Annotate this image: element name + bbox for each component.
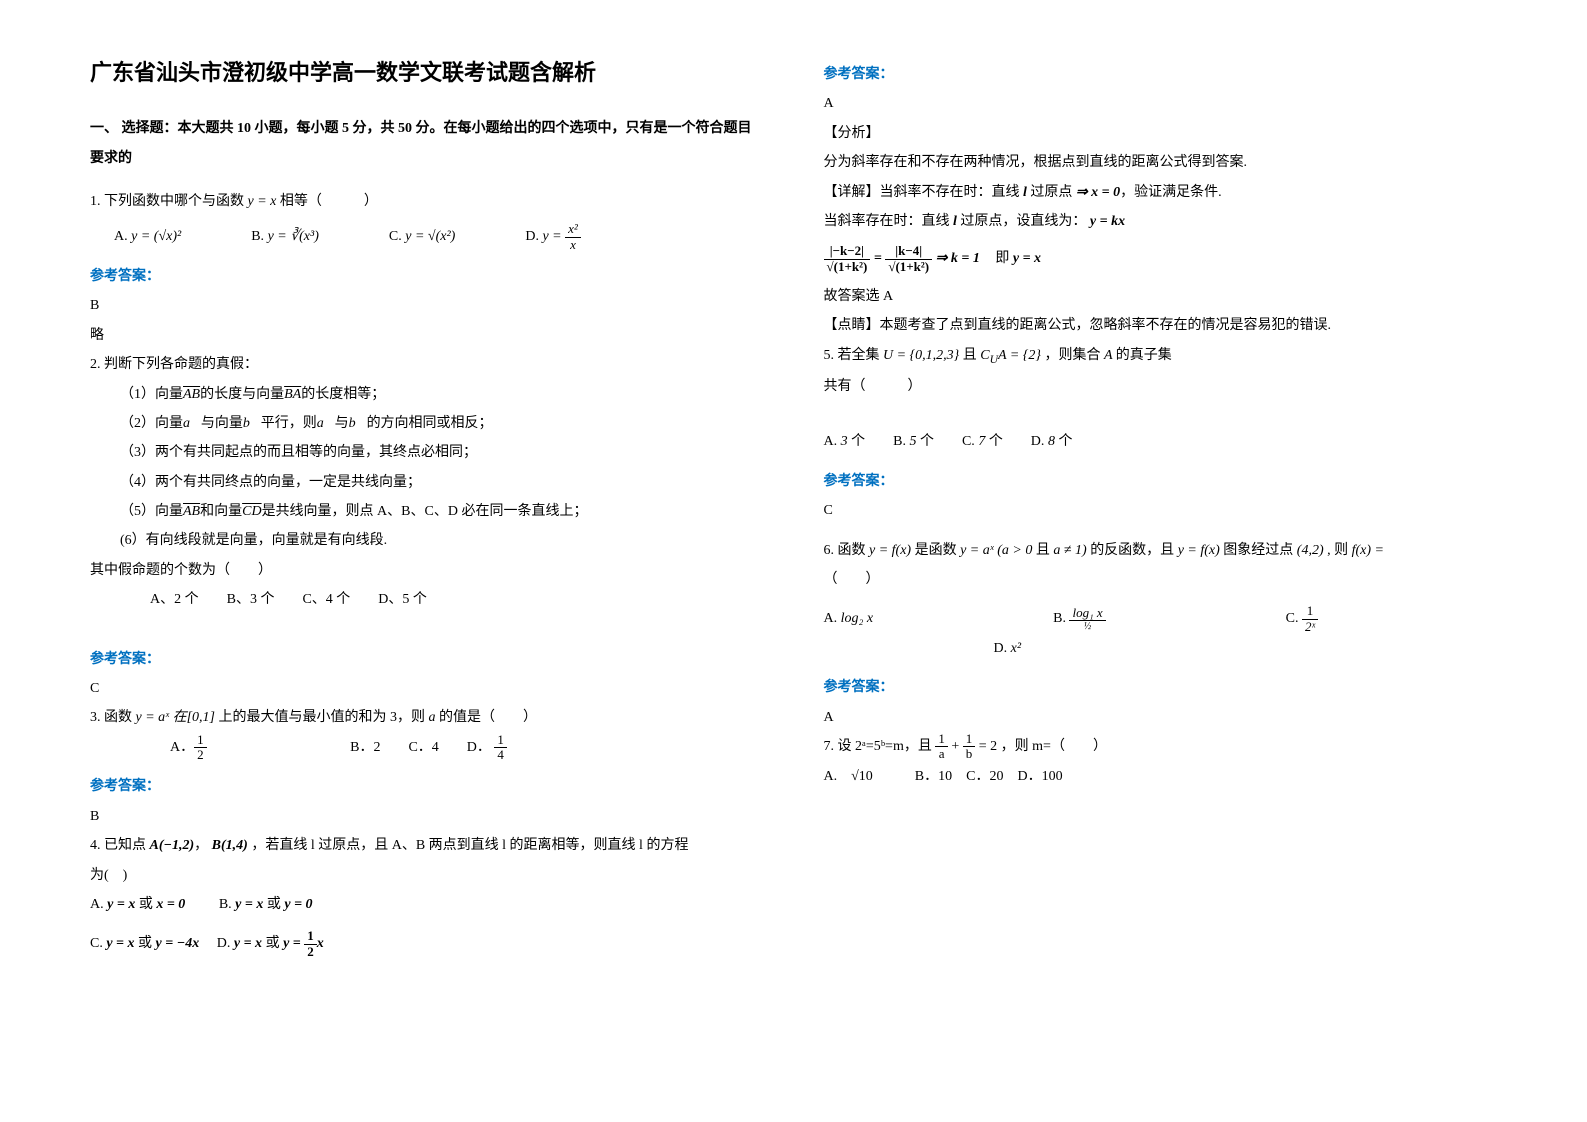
q6-optD: D. x² xyxy=(994,634,1498,663)
q6-optB: B. log₁ x½ xyxy=(1053,604,1106,634)
q3-stem3: 的值是（ ） xyxy=(439,710,537,725)
answer-6: A xyxy=(824,703,1498,732)
q4-row2: C. y = x 或 y = −4x D. y = x 或 y = 12x xyxy=(90,929,764,959)
left-column: 广东省汕头市澄初级中学高一数学文联考试题含解析 一、 选择题：本大题共 10 小… xyxy=(90,50,764,959)
q2-line2: （2）向量a⃗与向量b⃗平行，则a⃗与b⃗的方向相同或相反； xyxy=(90,409,764,438)
q6-tail: （ ） xyxy=(824,565,1498,594)
right-column: 参考答案： A 【分析】 分为斜率存在和不存在两种情况，根据点到直线的距离公式得… xyxy=(824,50,1498,959)
q7-stem: 7. 设 2ᵃ=5ᵇ=m，且 xyxy=(824,739,932,754)
question-5: 5. 若全集 U = {0,1,2,3} 且 CUA = {2} ，则集合 A … xyxy=(824,341,1498,372)
q4-optB-label: B. xyxy=(219,897,232,912)
q2-stem: 2. 判断下列各命题的真假： xyxy=(90,350,764,379)
q6-stem: 6. 函数 xyxy=(824,543,866,558)
answer-label-5: 参考答案： xyxy=(824,467,1498,496)
q1-optB: B. y = ∛(x³) xyxy=(251,222,319,251)
analysis-label: 【分析】 xyxy=(824,119,1498,148)
q1-options: A. y = (√x)² B. y = ∛(x³) C. y = √(x²) D… xyxy=(114,222,764,252)
q4-stem3: 为( ) xyxy=(90,861,764,890)
q4-row1: A. y = x 或 x = 0 B. y = x 或 y = 0 xyxy=(90,890,764,919)
q4-optA-label: A. xyxy=(90,897,104,912)
q1-func: y = x xyxy=(248,194,280,209)
q4-stem2: ，若直线 l 过原点，且 A、B 两点到直线 l 的距离相等，则直线 l 的方程 xyxy=(251,838,688,853)
q5-tail: 共有（ ） xyxy=(824,372,1498,401)
answer-label: 参考答案： xyxy=(90,262,764,291)
analysis-1: 分为斜率存在和不存在两种情况，根据点到直线的距离公式得到答案. xyxy=(824,148,1498,177)
page-title: 广东省汕头市澄初级中学高一数学文联考试题含解析 xyxy=(90,50,764,96)
q3-optA: A．12 xyxy=(170,740,207,755)
answer-label-3: 参考答案： xyxy=(90,772,764,801)
q3-stem2: 上的最大值与最小值的和为 3，则 xyxy=(219,710,426,725)
question-7: 7. 设 2ᵃ=5ᵇ=m，且 1a + 1b = 2 ，则 m=（ ） xyxy=(824,732,1498,762)
q2-line1: （1）向量AB的长度与向量BA的长度相等； xyxy=(90,380,764,409)
question-6: 6. 函数 y = f(x) 是函数 y = aˣ (a > 0 且 a ≠ 1… xyxy=(824,536,1498,565)
section-heading: 一、 选择题：本大题共 10 小题，每小题 5 分，共 50 分。在每小题给出的… xyxy=(90,114,764,173)
q1-stem: 1. 下列函数中哪个与函数 xyxy=(90,194,244,209)
answer-label-6: 参考答案： xyxy=(824,673,1498,702)
q5-U: U = {0,1,2,3} xyxy=(883,348,963,363)
q1-optD: D. y = x²x xyxy=(525,222,580,252)
question-4: 4. 已知点 A(−1,2)， B(1,4) ，若直线 l 过原点，且 A、B … xyxy=(90,831,764,860)
answer-2: C xyxy=(90,674,764,703)
q6-optA: A. log₂ x xyxy=(824,604,874,634)
q4-optD-label: D. xyxy=(217,936,231,951)
q5-opts: A. 3 个 B. 5 个 C. 7 个 D. 8 个 xyxy=(824,427,1498,456)
q3-stem: 3. 函数 xyxy=(90,710,132,725)
analysis-7: 【点睛】本题考查了点到直线的距离公式，忽略斜率不存在的情况是容易犯的错误. xyxy=(824,311,1498,340)
q2-line3: （3）两个有共同起点的而且相等的向量，其终点必相同； xyxy=(90,438,764,467)
q1-stem2: 相等（ ） xyxy=(280,194,378,209)
answer-4: A xyxy=(824,89,1498,118)
analysis-4: |−k−2|√(1+k²) = |k−4|√(1+k²) ⇒ k = 1 即 y… xyxy=(824,244,1498,274)
q2-line6: (6）有向线段就是向量，向量就是有向线段. xyxy=(90,526,764,555)
q6-optC: C. 12ˣ xyxy=(1286,604,1319,634)
q5-stem: 5. 若全集 xyxy=(824,348,880,363)
q3-opts: A．12 B．2 C．4 D． 14 xyxy=(90,733,764,763)
analysis-6: 故答案选 A xyxy=(824,282,1498,311)
q7-opts: A. √10 B．10 C．20 D．100 xyxy=(824,762,1498,791)
question-3: 3. 函数 y = aˣ 在[0,1] 上的最大值与最小值的和为 3，则 a 的… xyxy=(90,703,764,732)
q2-line4: （4）两个有共同终点的向量，一定是共线向量； xyxy=(90,468,764,497)
q6-opts-row1: A. log₂ x B. log₁ x½ C. 12ˣ xyxy=(824,604,1498,634)
q3-optBCD: B．2 C．4 D． 14 xyxy=(350,740,507,755)
q4-stem: 4. 已知点 xyxy=(90,838,146,853)
q2-line5: （5）向量AB和向量CD是共线向量，则点 A、B、C、D 必在同一条直线上； xyxy=(90,497,764,526)
q2-tail: 其中假命题的个数为（ ） xyxy=(90,556,764,585)
q4-ptA: A(−1,2) xyxy=(150,838,195,853)
q5-CuA: CUA = {2} xyxy=(980,348,1041,363)
q3-func: y = aˣ 在[0,1] xyxy=(136,710,219,725)
q4-ptB: B(1,4) xyxy=(212,838,248,853)
analysis-2: 【详解】当斜率不存在时：直线 l 过原点 ⇒ x = 0，验证满足条件. xyxy=(824,178,1498,207)
q2-opts: A、2 个 B、3 个 C、4 个 D、5 个 xyxy=(90,585,764,614)
answer-3: B xyxy=(90,802,764,831)
q1-optA: A. y = (√x)² xyxy=(114,222,181,251)
answer-1-note: 略 xyxy=(90,321,764,350)
q3-a: a xyxy=(429,710,440,725)
q4-optC-label: C. xyxy=(90,936,103,951)
answer-label-2: 参考答案： xyxy=(90,645,764,674)
answer-label-r1: 参考答案： xyxy=(824,60,1498,89)
question-2: 2. 判断下列各命题的真假： （1）向量AB的长度与向量BA的长度相等； （2）… xyxy=(90,350,764,615)
answer-1: B xyxy=(90,291,764,320)
question-1: 1. 下列函数中哪个与函数 y = x 相等（ ） xyxy=(90,187,764,216)
analysis-3: 当斜率存在时：直线 l 过原点，设直线为： y = kx xyxy=(824,207,1498,236)
answer-5: C xyxy=(824,496,1498,525)
q1-optC: C. y = √(x²) xyxy=(389,222,455,251)
